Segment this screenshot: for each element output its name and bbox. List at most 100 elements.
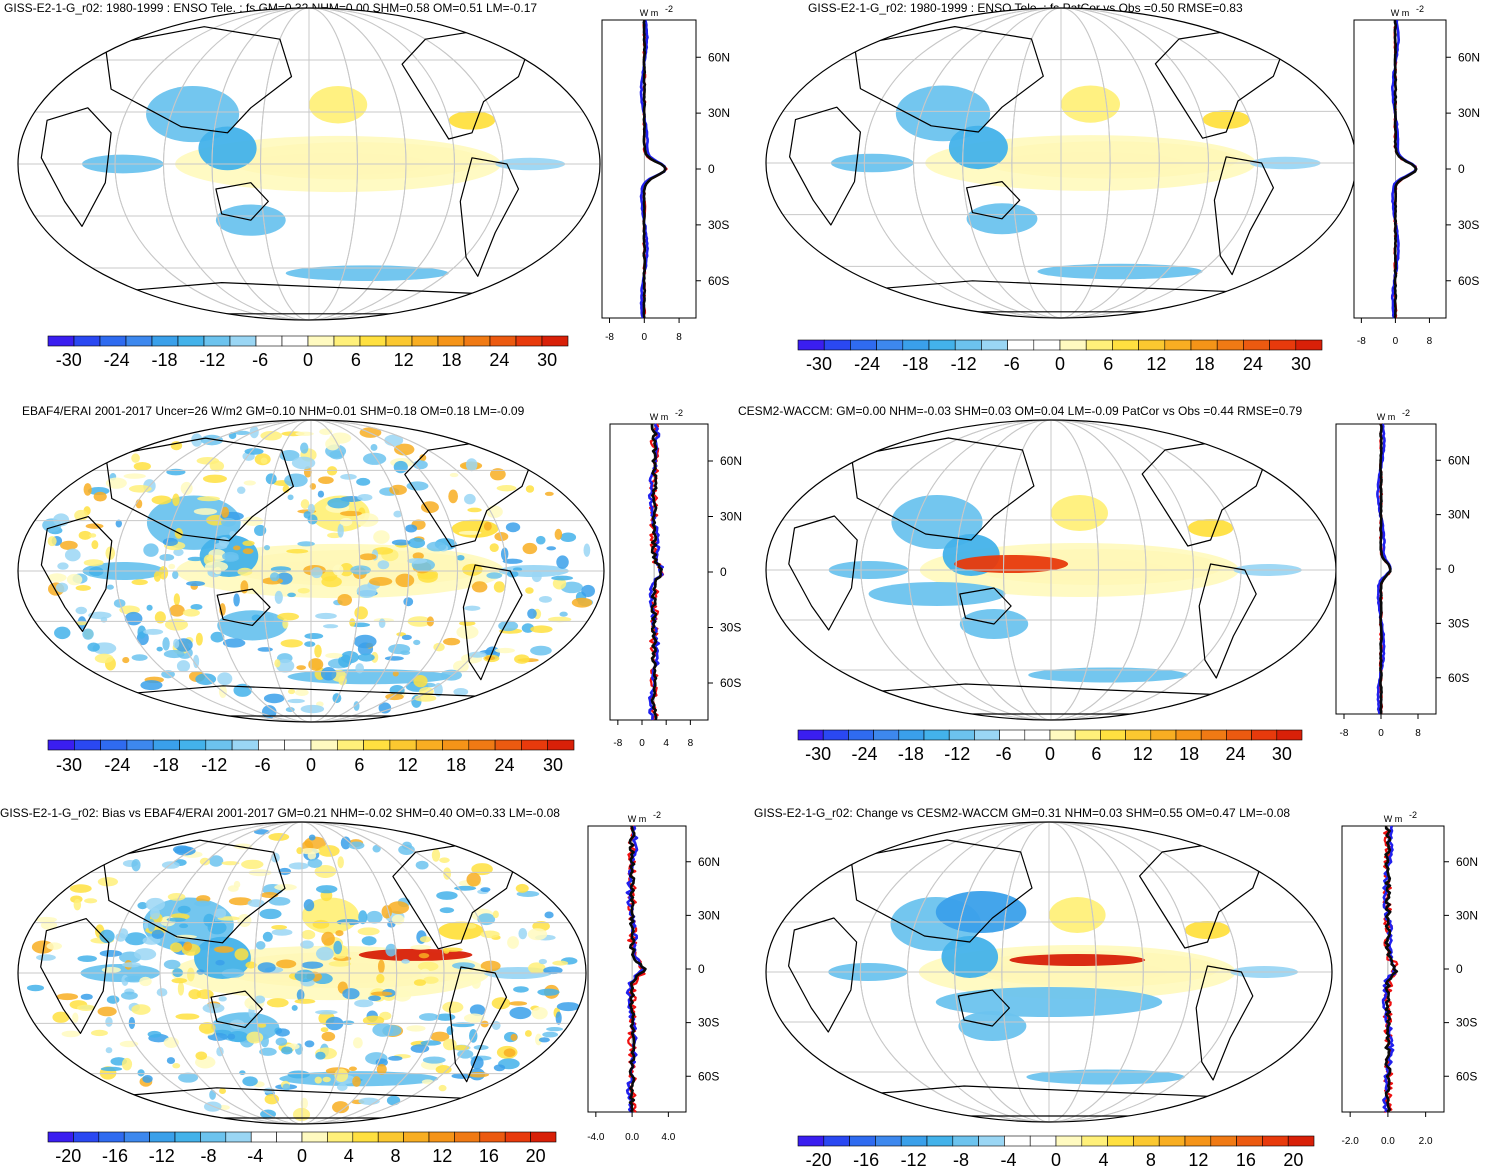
meridian-line xyxy=(112,822,492,1124)
continent-outline xyxy=(449,966,508,1083)
continent-outline xyxy=(40,917,110,1035)
zonal-curve xyxy=(1393,20,1418,319)
zonal-x-label: 0 xyxy=(642,332,648,343)
zonal-x-label: 4.0 xyxy=(661,1132,675,1143)
colorbar-cell xyxy=(530,1131,557,1143)
colorbar-cell xyxy=(276,1131,303,1143)
colorbar-tick-label: 12 xyxy=(432,1146,452,1166)
colorbar-tick-label: 12 xyxy=(1188,1150,1208,1170)
zonal-x-label: -8 xyxy=(613,738,622,749)
zonal-curve xyxy=(1379,423,1392,715)
colorbar-cell xyxy=(1216,339,1244,351)
zonal-lat-label: 0 xyxy=(1458,162,1465,176)
colorbar-tick-label: 4 xyxy=(1098,1150,1108,1170)
colorbar-cell xyxy=(284,739,312,751)
colorbar-cell xyxy=(1059,339,1087,351)
colorbar-cell xyxy=(152,739,180,751)
meridian-line xyxy=(1001,822,1097,1122)
colorbar-cell xyxy=(123,1131,150,1143)
colorbar-cell xyxy=(1243,339,1270,351)
colorbar-cell xyxy=(948,729,975,741)
colorbar-tick-label: 8 xyxy=(1146,1150,1156,1170)
colorbar-tick-label: 0 xyxy=(1051,1150,1061,1170)
colorbar-cell xyxy=(307,335,335,347)
meridian-line xyxy=(1003,420,1099,720)
zonal-lat-label: 30N xyxy=(1456,908,1478,922)
continent-outline xyxy=(215,182,269,221)
colorbar-tick-label: -6 xyxy=(996,744,1012,764)
colorbar-tick-label: -18 xyxy=(151,350,177,370)
zonal-unit-exponent: -2 xyxy=(653,810,661,820)
colorbar-tick-label: 20 xyxy=(1283,1150,1303,1170)
zonal-lat-label: 30S xyxy=(720,621,741,635)
colorbar-cell xyxy=(823,1135,850,1147)
colorbar-cell xyxy=(850,339,877,351)
colorbar-tick-label: -30 xyxy=(56,350,82,370)
zonal-x-label: 8 xyxy=(1427,336,1433,347)
meridian-line xyxy=(254,822,350,1124)
colorbar-cell xyxy=(541,335,569,347)
colorbar-cell xyxy=(547,739,575,751)
zonal-x-label: 8 xyxy=(1415,728,1421,739)
colorbar-cell xyxy=(363,739,391,751)
colorbar-cell xyxy=(47,739,75,751)
colorbar-cell xyxy=(177,335,205,347)
colorbar-cell xyxy=(281,335,309,347)
colorbar-cell xyxy=(926,1135,954,1147)
colorbar-cell xyxy=(415,739,443,751)
map-giss-enso-tele xyxy=(17,7,601,321)
continent-outline xyxy=(462,564,523,681)
continent-outline xyxy=(788,106,862,226)
map-ebaf4-erai xyxy=(17,419,605,723)
colorbar-tick-label: 0 xyxy=(306,755,316,775)
colorbar-tick-label: 0 xyxy=(297,1146,307,1166)
colorbar: -30 -24 -18 -12 -6 0 6 12 18 24 30 xyxy=(47,335,569,370)
colorbar-cell xyxy=(352,1131,379,1143)
colorbar-cell xyxy=(203,335,231,347)
colorbar-cell xyxy=(504,1131,531,1143)
colorbar-tick-label: -12 xyxy=(199,350,225,370)
map-border xyxy=(17,7,601,321)
colorbar-cell xyxy=(1007,339,1035,351)
meridian-line xyxy=(159,822,445,1124)
meridian-line xyxy=(860,420,1242,720)
continent-outline xyxy=(1198,563,1257,679)
colorbar-cell xyxy=(1164,339,1192,351)
map-giss-bias xyxy=(17,821,587,1125)
colorbar-cell xyxy=(428,1131,455,1143)
colorbar-cell xyxy=(848,729,874,741)
zonal-unit: W m xyxy=(650,412,669,422)
zonal-lat-label: 30N xyxy=(708,106,730,120)
colorbar-cell xyxy=(99,335,127,347)
colorbar-cell xyxy=(1210,1135,1237,1147)
colorbar-cell xyxy=(359,335,387,347)
colorbar-cell xyxy=(1276,729,1303,741)
colorbar-cell xyxy=(47,1131,74,1143)
colorbar-tick-label: 24 xyxy=(495,755,515,775)
colorbar-cell xyxy=(310,739,338,751)
zonal-curve xyxy=(650,424,663,721)
colorbar-cell xyxy=(954,339,982,351)
zonal-x-label: 0.0 xyxy=(625,1132,639,1143)
meridian-line xyxy=(908,420,1194,720)
zonal-lat-label: 30S xyxy=(1458,218,1479,232)
meridian-line xyxy=(859,822,1239,1122)
colorbar-cell xyxy=(875,1135,902,1147)
colorbar-cell xyxy=(336,739,364,751)
meridian-line xyxy=(863,8,1259,318)
zonal-mean-plot: W m -2 60N 30N 0 30S 60S -8 0 4 8 xyxy=(609,408,742,749)
colorbar-cell xyxy=(411,335,439,347)
zonal-x-label: 0.0 xyxy=(1381,1136,1395,1147)
continent-outline xyxy=(853,26,1044,133)
colorbar-cell xyxy=(1226,729,1252,741)
zonal-curve xyxy=(642,19,667,319)
continent-outline xyxy=(210,990,263,1029)
zonal-lat-label: 60S xyxy=(720,676,741,690)
colorbar-cell xyxy=(1049,729,1076,741)
zonal-x-label: -2.0 xyxy=(1342,1136,1360,1147)
colorbar: -20 -16 -12 -8 -4 0 4 8 12 16 20 xyxy=(47,1131,557,1166)
colorbar-cell xyxy=(1190,339,1218,351)
map-cesm2-waccm xyxy=(765,419,1337,721)
zonal-lat-label: 60N xyxy=(1456,855,1478,869)
